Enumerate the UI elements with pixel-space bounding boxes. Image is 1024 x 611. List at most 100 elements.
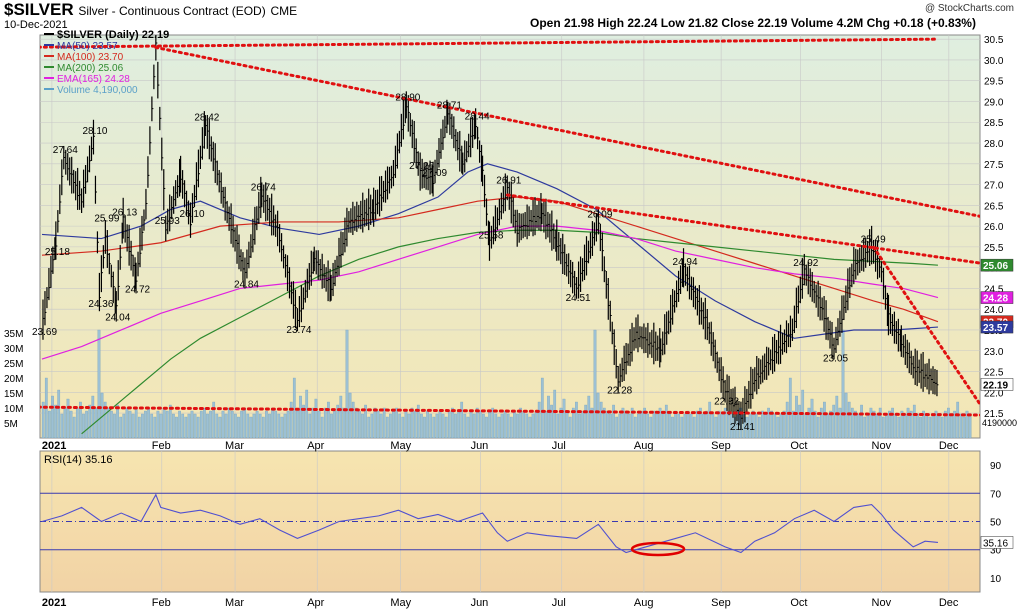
chart-date: 10-Dec-2021 [4,19,68,31]
volume-bar [720,413,724,438]
price-data-label: 21.41 [730,422,755,433]
price-data-label: 25.58 [478,231,503,242]
volume-bar [243,407,247,438]
volume-bar [909,410,913,438]
volume-tick-label: 5M [4,419,18,430]
volume-bar [857,413,860,438]
price-tick-label: 22.5 [984,368,1004,379]
volume-bar [671,416,674,438]
volume-bar [888,410,891,438]
volume-bar [261,416,265,438]
volume-bar [494,413,498,438]
volume-bar [482,413,485,438]
price-data-label: 22.28 [607,386,632,397]
trendline [40,37,940,49]
volume-bar [237,416,240,438]
volume-bar [333,410,336,438]
rsi-x-tick: Nov [872,597,892,609]
chart-instrument-name: Silver - Continuous Contract (EOD) [78,4,266,18]
volume-bar [705,410,708,438]
axis-marker-box [980,378,1014,391]
legend-entry: Volume 4,190,000 [57,85,138,96]
volume-bar [351,401,355,438]
volume-bar [159,413,163,438]
axis-marker-box [980,320,1014,334]
volume-bar [810,398,814,438]
volume-bar [187,413,191,438]
trendlines [40,37,980,417]
volume-bar [875,413,879,438]
volume-bar [553,389,557,438]
volume-bar [658,407,662,438]
price-data-label: 23.74 [286,325,311,336]
chart-title: $SILVER Silver - Continuous Contract (EO… [4,0,297,20]
volume-bar [212,401,216,438]
price-data-label: 28.90 [395,93,420,104]
volume-marker: 4190000 [982,418,1017,428]
rsi-x-tick: Aug [634,597,654,609]
volume-bar [441,413,445,438]
price-data-label: 24.04 [105,313,130,324]
volume-bar [513,410,516,438]
rsi-tick-label: 30 [990,546,1002,557]
volume-bar [540,377,544,438]
volume-bar [255,410,259,438]
volume-bar [305,389,309,438]
volume-bar [141,413,144,438]
volume-bar [364,404,367,438]
volume-bar [91,395,95,438]
rsi-x-tick: Jun [471,597,489,609]
rsi-x-tick: Oct [790,597,807,609]
volume-tick-label: 20M [4,374,23,385]
volume-bar [203,407,206,438]
volume-bar [48,410,51,438]
volume-bar [283,413,287,438]
price-data-label: 25.93 [155,216,180,227]
volume-bar [308,413,312,438]
volume-bar [252,413,256,438]
volume-bar [516,413,519,438]
volume-bar [348,392,352,438]
price-data-label: 23.69 [32,327,57,338]
volume-bar [612,404,615,438]
volume-bar [677,413,681,438]
volume-bar [227,407,231,438]
trendline [872,245,980,407]
volume-bar [950,413,953,438]
price-x-tick: Jul [552,440,566,452]
volume-bar [156,410,160,438]
price-tick-label: 30.0 [984,56,1004,67]
volume-bar [829,410,832,438]
volume-bar [689,413,693,438]
price-data-label: 22.02 [714,396,739,407]
volume-bar [519,407,522,438]
volume-bar [193,413,197,438]
volume-bar [606,410,609,438]
axis-marker-box [980,258,1014,272]
volume-bar [968,413,972,438]
axis-marker-label: 25.06 [983,261,1008,272]
volume-bar [891,407,894,438]
volume-bar [798,404,801,438]
volume-bar [271,407,274,438]
price-data-label: 28.44 [465,112,490,123]
volume-bar [866,413,870,438]
volume-bar [488,410,491,438]
volume-bar [416,404,420,438]
volume-bar [962,416,966,438]
volume-bar [72,416,76,438]
volume-bar [534,410,538,438]
price-data-label: 27.64 [53,145,78,156]
price-x-tick: 2021 [42,440,66,452]
volume-bar [485,416,488,438]
volume-bar [745,416,749,438]
volume-bar [215,413,219,438]
price-x-axis: 2021 Feb Mar Apr May Jun Jul Aug Sep Oct Nov Dec [42,440,959,452]
volume-bar [599,401,603,438]
volume-bar [137,416,141,438]
rsi-tick-label: 70 [990,489,1002,500]
volume-bar [940,416,944,438]
price-x-tick: Dec [939,440,959,452]
volume-bar [835,395,839,438]
volume-bar [218,416,222,438]
